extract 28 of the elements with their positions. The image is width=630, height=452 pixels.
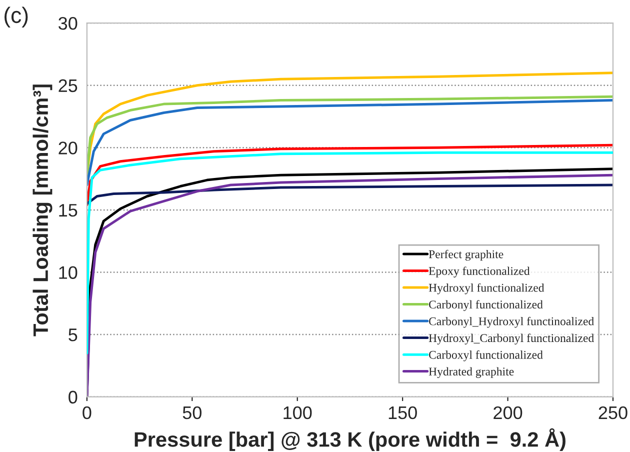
x-tick-label: 150 [388, 406, 417, 420]
x-tick-label: 200 [494, 406, 522, 420]
y-axis-title: Total Loading [mmol/cm³] [32, 84, 52, 336]
line-series [86, 144, 613, 206]
line-series [86, 184, 613, 205]
legend-label: Epoxy functionalized [428, 266, 530, 278]
line-series [86, 95, 613, 176]
y-tick-label: 30 [58, 16, 78, 30]
x-axis-title: Pressure [bar] @ 313 K (pore width = 9.2 Å) [134, 428, 566, 451]
y-tick-label: 15 [59, 204, 78, 217]
y-tick-label: 20 [58, 142, 78, 154]
x-tick-label: 100 [284, 406, 312, 420]
y-tick-label: 10 [59, 266, 78, 279]
legend-label: Carbonyl functionalized [429, 300, 543, 311]
line-series [86, 99, 613, 186]
y-tick-label: 0 [68, 390, 78, 404]
x-tick-label: 250 [598, 406, 628, 420]
legend-label: Perfect graphite [428, 250, 504, 261]
legend-label: Hydrated graphite [428, 367, 514, 378]
legend-label: Hydroxyl_Carbonyl functionalized [428, 334, 594, 344]
x-tick-label: 0 [82, 406, 92, 420]
legend-label: Hydroxyl functionalized [428, 283, 544, 294]
y-tick-label: 25 [58, 79, 78, 92]
legend-label: Carbonyl_Hydroxyl functinoalized [429, 316, 594, 328]
y-tick-label: 5 [68, 328, 78, 342]
text: (c) [4, 6, 28, 28]
x-tick-label: 50 [182, 406, 202, 420]
legend-label: Carboxyl functionalized [429, 350, 543, 362]
